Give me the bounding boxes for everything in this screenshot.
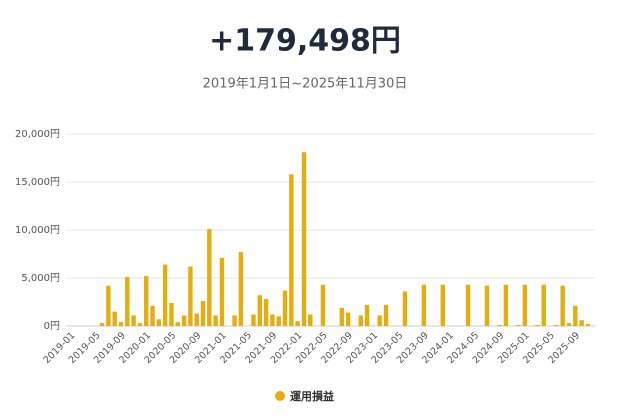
bar xyxy=(188,266,193,326)
bar xyxy=(516,325,521,326)
y-tick-label: 0円 xyxy=(44,321,60,332)
bar xyxy=(125,277,130,326)
bar xyxy=(554,325,559,326)
bar xyxy=(566,323,572,326)
legend-marker xyxy=(275,391,285,401)
bar xyxy=(383,304,389,326)
bar xyxy=(402,291,408,326)
bar xyxy=(535,325,540,326)
bar xyxy=(289,174,294,326)
bar xyxy=(251,314,256,326)
bar xyxy=(232,315,237,326)
bar xyxy=(238,252,244,326)
bar xyxy=(144,276,149,326)
bar xyxy=(440,284,445,326)
bar xyxy=(465,284,471,326)
y-tick-label: 10,000円 xyxy=(15,225,60,236)
bar xyxy=(118,322,124,326)
bar xyxy=(522,284,528,326)
bar xyxy=(377,315,382,326)
bar xyxy=(175,322,180,326)
bar xyxy=(308,314,313,326)
y-tick-label: 5,000円 xyxy=(21,273,60,284)
bar xyxy=(207,229,212,326)
chart-subtitle: 2019年1月1日~2025年11月30日 xyxy=(203,77,408,92)
bar xyxy=(112,311,117,326)
bar xyxy=(345,312,351,326)
bar xyxy=(131,315,136,326)
chart-title: +179,498円 xyxy=(209,24,401,59)
bar xyxy=(503,284,509,326)
bar xyxy=(219,257,225,326)
bar xyxy=(257,295,262,326)
bar xyxy=(137,323,143,326)
bar xyxy=(579,320,584,326)
bar xyxy=(364,304,370,326)
y-tick-label: 20,000円 xyxy=(15,129,60,140)
bar xyxy=(295,321,300,326)
bar xyxy=(162,264,168,326)
bar xyxy=(484,285,490,326)
y-tick-label: 15,000円 xyxy=(15,177,60,188)
bar xyxy=(213,315,218,326)
bar xyxy=(200,301,206,326)
bar xyxy=(541,284,546,326)
bar xyxy=(276,316,281,326)
bar xyxy=(421,284,427,326)
bar xyxy=(301,152,307,326)
bar xyxy=(320,284,326,326)
bar xyxy=(156,319,162,326)
bar xyxy=(194,313,199,326)
bar xyxy=(181,315,187,326)
bar xyxy=(99,323,105,326)
legend-label: 運用損益 xyxy=(290,389,334,403)
bar xyxy=(106,285,111,326)
bar xyxy=(270,314,275,326)
bar xyxy=(497,325,502,326)
bar xyxy=(169,302,174,326)
bar xyxy=(150,305,155,326)
bar xyxy=(339,307,345,326)
bar xyxy=(282,290,288,326)
bar xyxy=(560,285,565,326)
bar xyxy=(263,299,269,326)
bar xyxy=(573,305,578,326)
bar xyxy=(358,315,363,326)
bar xyxy=(585,324,591,326)
